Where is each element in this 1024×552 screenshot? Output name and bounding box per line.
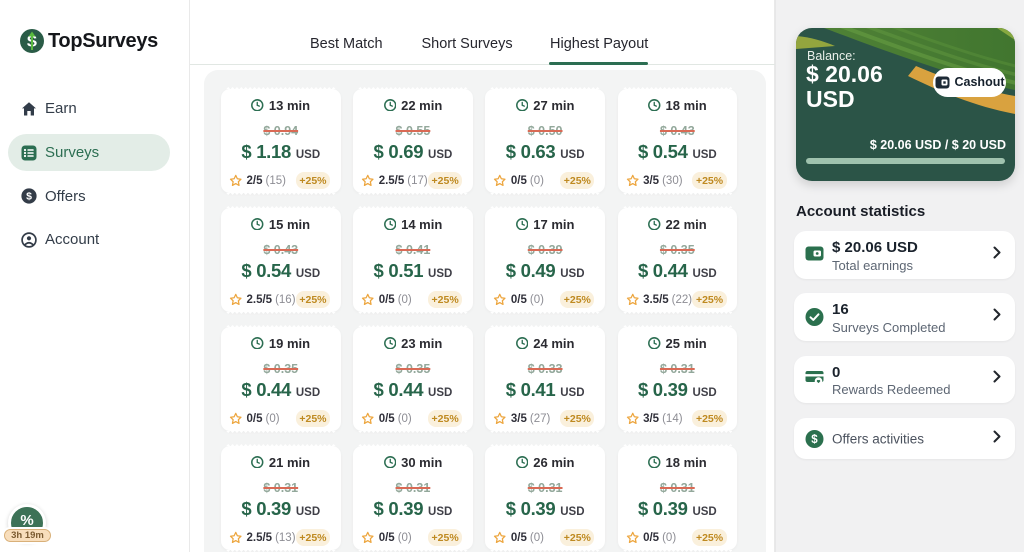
svg-text:$: $ <box>811 434 818 446</box>
svg-text:$: $ <box>26 191 32 203</box>
